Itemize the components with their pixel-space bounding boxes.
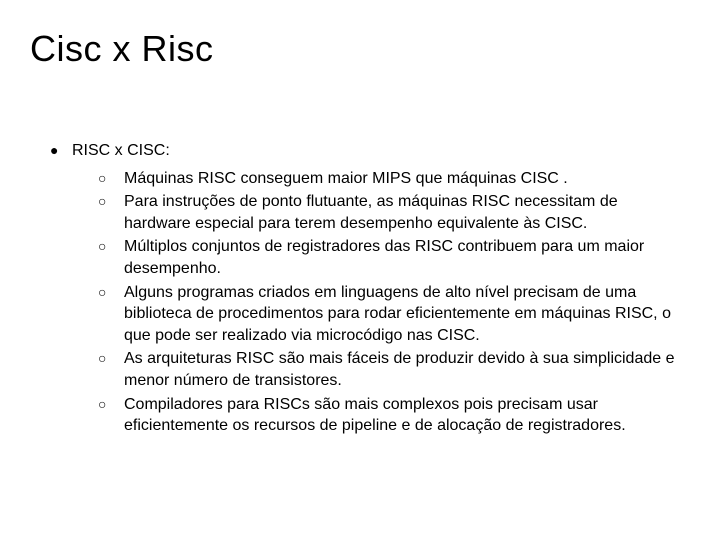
list-item: ● RISC x CISC: xyxy=(50,140,680,162)
bullet-circle-icon: ○ xyxy=(98,348,124,369)
slide-body: ● RISC x CISC: ○ Máquinas RISC conseguem… xyxy=(50,140,680,439)
bullet-circle-icon: ○ xyxy=(98,168,124,189)
slide: Cisc x Risc ● RISC x CISC: ○ Máquinas RI… xyxy=(0,0,720,540)
list-item-text: As arquiteturas RISC são mais fáceis de … xyxy=(124,348,680,391)
list-item: ○ Máquinas RISC conseguem maior MIPS que… xyxy=(98,168,680,190)
list-item-text: Alguns programas criados em linguagens d… xyxy=(124,282,680,347)
list-item-text: RISC x CISC: xyxy=(72,140,680,162)
list-item: ○ Para instruções de ponto flutuante, as… xyxy=(98,191,680,234)
bullet-circle-icon: ○ xyxy=(98,236,124,257)
list-item-text: Máquinas RISC conseguem maior MIPS que m… xyxy=(124,168,680,190)
list-item-text: Múltiplos conjuntos de registradores das… xyxy=(124,236,680,279)
bullet-circle-icon: ○ xyxy=(98,394,124,415)
list-item: ○ Múltiplos conjuntos de registradores d… xyxy=(98,236,680,279)
bullet-circle-icon: ○ xyxy=(98,282,124,303)
list-item: ○ As arquiteturas RISC são mais fáceis d… xyxy=(98,348,680,391)
list-item-text: Compiladores para RISCs são mais complex… xyxy=(124,394,680,437)
bullet-circle-icon: ○ xyxy=(98,191,124,212)
slide-title: Cisc x Risc xyxy=(30,28,214,70)
list-item-text: Para instruções de ponto flutuante, as m… xyxy=(124,191,680,234)
list-item: ○ Alguns programas criados em linguagens… xyxy=(98,282,680,347)
bullet-disc-icon: ● xyxy=(50,140,72,161)
list-item: ○ Compiladores para RISCs são mais compl… xyxy=(98,394,680,437)
